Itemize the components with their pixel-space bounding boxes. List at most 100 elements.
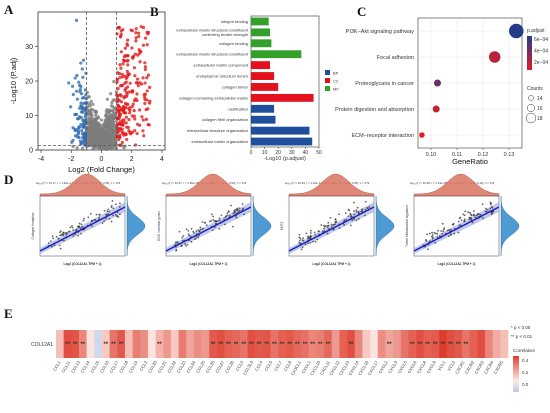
- scatter-frame: [288, 195, 375, 257]
- volcano-point-up: [143, 36, 148, 40]
- scatter-point: [482, 217, 484, 220]
- heatmap-cell: [492, 330, 501, 358]
- volcano-point-up: [125, 69, 129, 74]
- legend-size-circle: [527, 104, 535, 112]
- volcano-point-up: [136, 84, 140, 88]
- volcano-point: [87, 94, 91, 99]
- volcano-point: [78, 90, 82, 94]
- volcano-point-up: [125, 91, 129, 95]
- x-tick-label: 0: [100, 156, 104, 163]
- scatter-point: [353, 201, 355, 204]
- heatmap-cell: [446, 330, 455, 358]
- scatter-point: [226, 212, 229, 215]
- scatter-point: [481, 203, 484, 206]
- volcano-point-up: [141, 43, 146, 47]
- heatmap-cell: [117, 330, 126, 358]
- scatter-point: [190, 240, 193, 243]
- scatter-point: [484, 210, 487, 213]
- volcano-point-up: [143, 81, 147, 85]
- volcano-point: [70, 140, 74, 144]
- scatter-point: [107, 208, 110, 211]
- scatter-point: [349, 212, 352, 215]
- volcano-point-up: [146, 122, 150, 127]
- volcano-point: [83, 118, 87, 122]
- scatter-point: [105, 213, 108, 216]
- volcano-point-up: [145, 43, 149, 47]
- go-bar: [251, 17, 269, 26]
- volcano-point: [98, 123, 102, 128]
- volcano-point: [108, 118, 112, 122]
- y-tick-label: 10: [25, 113, 33, 120]
- significance-star: **: [119, 342, 124, 348]
- significance-star: **: [226, 342, 231, 348]
- column-label: CCL11: [61, 359, 72, 373]
- scatter-point: [176, 242, 179, 244]
- scatter-point: [360, 210, 363, 213]
- y-density: [252, 195, 272, 257]
- scatter-point: [343, 223, 345, 226]
- y-tick-label: 20: [25, 79, 33, 86]
- scatter-point: [299, 237, 302, 240]
- scatter-point: [59, 234, 62, 237]
- volcano-point: [111, 140, 116, 145]
- panel-label-E: E: [4, 306, 13, 321]
- scatter-frame: [165, 195, 252, 257]
- scatter-point: [470, 216, 472, 219]
- volcano-point: [116, 86, 120, 91]
- column-label: CXCL2: [378, 359, 389, 374]
- x-tick-label: 0.13: [504, 152, 515, 158]
- volcano-point: [116, 127, 121, 131]
- volcano-point-up: [130, 29, 134, 33]
- volcano-point-up: [122, 108, 126, 112]
- heatmap-cell: [423, 330, 432, 358]
- scatter-point: [431, 237, 434, 240]
- kegg-term-label: Focal adhesion: [377, 55, 414, 61]
- heatmap-cell: [462, 330, 470, 358]
- volcano-point: [134, 143, 138, 147]
- volcano-point: [71, 92, 75, 97]
- volcano-point: [78, 139, 82, 143]
- kegg-term-label: PI3K−Akt signaling pathway: [346, 29, 415, 35]
- scatter-point: [441, 222, 444, 225]
- volcano-point: [111, 112, 116, 116]
- volcano-point: [79, 101, 83, 105]
- legend-color-label: 4e−04: [534, 49, 548, 55]
- scatter-point: [184, 243, 186, 245]
- scatter-point: [189, 235, 192, 238]
- volcano-point: [99, 129, 103, 133]
- significance-star: **: [241, 342, 246, 348]
- scatter-point: [460, 219, 463, 222]
- volcano-point-up: [125, 59, 130, 63]
- legend-size-label: 16: [537, 106, 543, 112]
- heatmap-cell: [232, 330, 241, 358]
- volcano-point-up: [119, 32, 123, 36]
- column-label: CCL24: [185, 359, 196, 373]
- scatter-point: [58, 244, 61, 247]
- scatter-point: [330, 226, 333, 228]
- scatter-point: [436, 232, 439, 235]
- go-term-label: collagen trimer: [222, 84, 249, 89]
- volcano-point-up: [119, 29, 123, 33]
- scatter-point: [476, 213, 479, 216]
- scatter-point: [323, 230, 326, 232]
- x-tick-label: 20: [275, 150, 281, 156]
- x-density: [288, 173, 375, 197]
- scatter-point: [307, 235, 309, 238]
- column-label: CCL26: [205, 359, 216, 373]
- volcano-point: [88, 133, 92, 137]
- heatmap-cell: [170, 330, 179, 358]
- volcano-point-up: [115, 78, 119, 82]
- volcano-point: [83, 133, 87, 138]
- volcano-point: [75, 73, 79, 78]
- volcano-point: [90, 114, 94, 118]
- scatter-point: [299, 239, 301, 242]
- volcano-point-up: [136, 77, 140, 81]
- scatter-point: [110, 206, 113, 209]
- volcano-point-up: [144, 117, 149, 121]
- scatter-point: [231, 225, 234, 228]
- heatmap-cell: [354, 330, 363, 358]
- volcano-point: [128, 81, 132, 85]
- scatter-point: [174, 241, 177, 244]
- column-label: CCL5: [264, 359, 274, 371]
- legend-tick: 0.2: [522, 370, 529, 375]
